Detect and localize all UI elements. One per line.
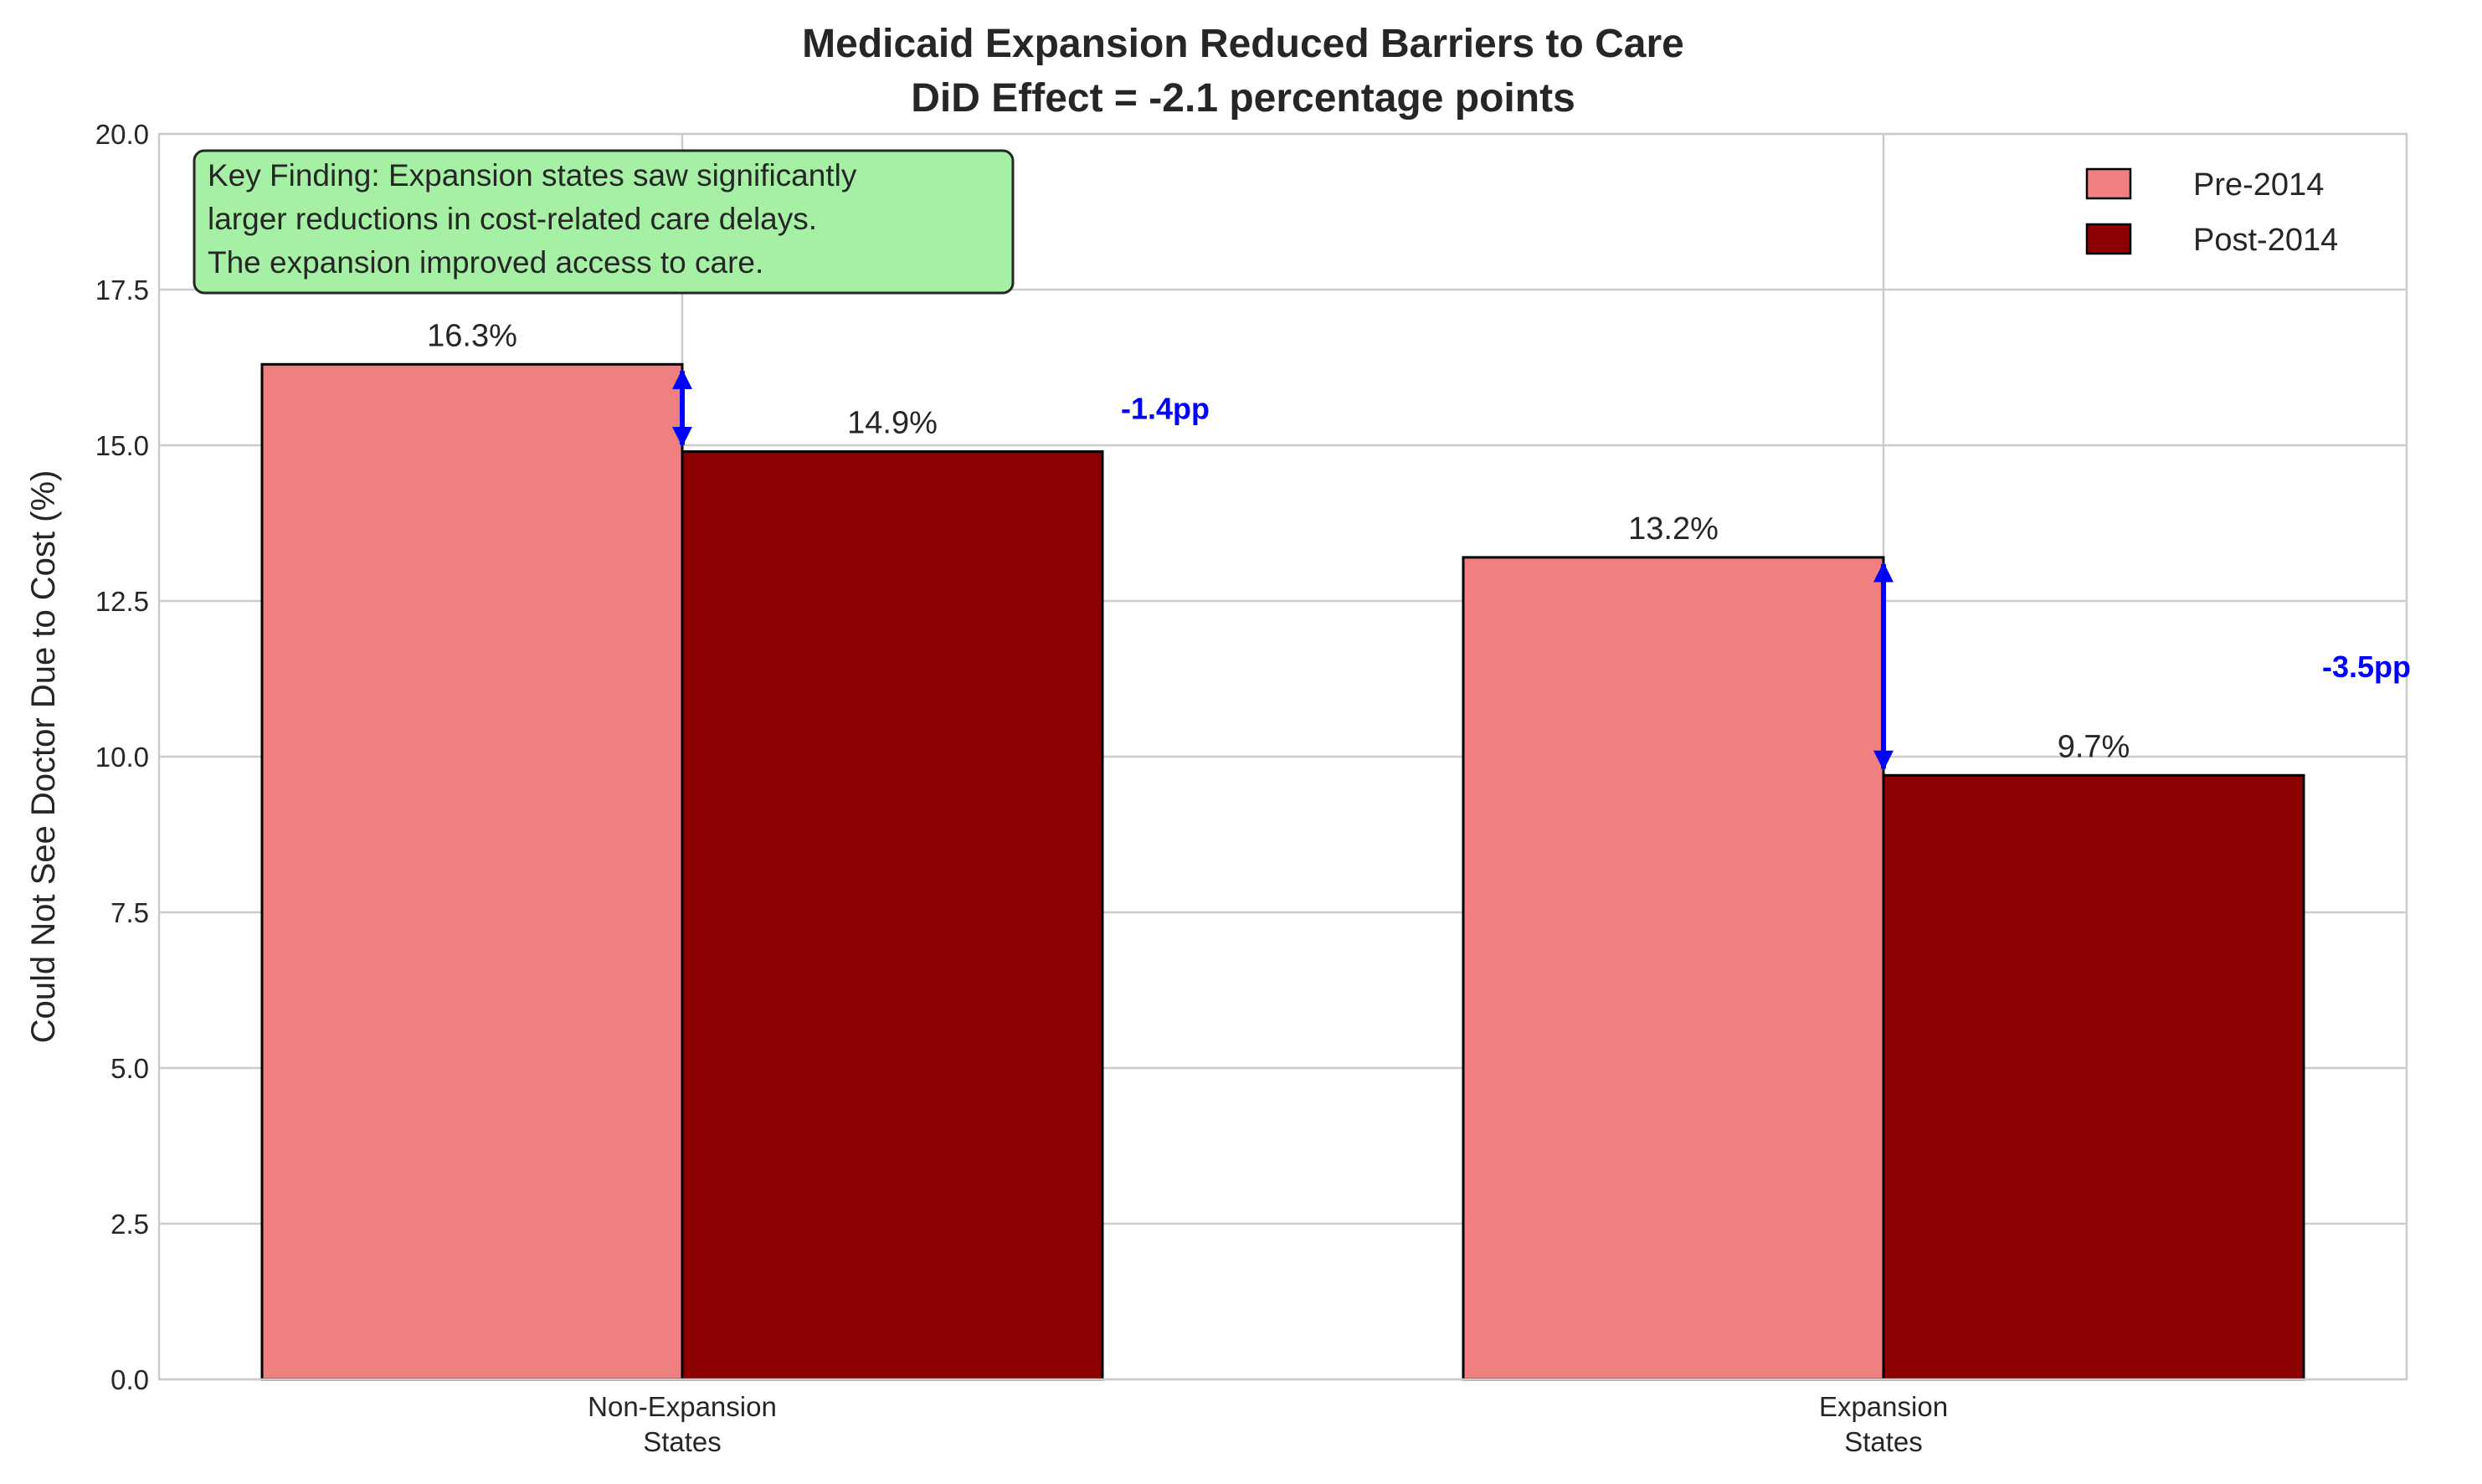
bar-value-label: 16.3% <box>427 318 517 353</box>
y-tick-label: 2.5 <box>110 1209 149 1240</box>
change-arrows <box>672 368 1894 771</box>
key-finding-annotation: Key Finding: Expansion states saw signif… <box>193 149 1015 295</box>
legend-label-post-2014: Post-2014 <box>2193 223 2338 258</box>
data-labels: 16.3% 13.2% 14.9% 9.7% -1.4pp -3.5pp <box>427 318 2411 764</box>
annotation-line-3: The expansion improved access to care. <box>208 245 763 280</box>
y-tick-label: 7.5 <box>110 897 149 928</box>
bar-value-label: 13.2% <box>1628 511 1719 547</box>
bar-value-label: 9.7% <box>2058 729 2130 764</box>
annotation-box <box>193 149 1015 295</box>
y-tick-label: 15.0 <box>95 430 149 461</box>
bar-value-label: 14.9% <box>847 405 938 440</box>
plot-frame <box>157 132 2408 1381</box>
x-tick-label: States <box>1844 1426 1923 1457</box>
bar-post-2014 <box>1882 773 2305 1381</box>
x-tick-label: States <box>643 1426 722 1457</box>
annotation-line-1: Key Finding: Expansion states saw signif… <box>208 158 857 193</box>
y-tick-label: 10.0 <box>95 742 149 773</box>
y-tick-label: 5.0 <box>110 1053 149 1084</box>
axis-ticks: 0.0 2.5 5.0 7.5 10.0 12.5 15.0 17.5 20.0 Non-Expa… <box>95 119 1948 1457</box>
legend: Pre-2014 Post-2014 <box>2085 167 2338 258</box>
x-tick-label: Expansion <box>1819 1391 1948 1422</box>
legend-swatch-pre-2014 <box>2085 167 2132 200</box>
change-label: -1.4pp <box>1121 391 1210 425</box>
y-axis-label: Could Not See Doctor Due to Cost (%) <box>25 470 62 1044</box>
change-label: -3.5pp <box>2322 650 2411 684</box>
chart-title-line-1: Medicaid Expansion Reduced Barriers to C… <box>802 22 1684 66</box>
chart-title-line-2: DiD Effect = -2.1 percentage points <box>911 76 1575 121</box>
legend-swatch-post-2014 <box>2085 223 2132 255</box>
x-tick-label: Non-Expansion <box>588 1391 777 1422</box>
annotation-line-2: larger reductions in cost-related care d… <box>208 202 817 236</box>
legend-label-pre-2014: Pre-2014 <box>2193 167 2324 203</box>
bar-pre-2014 <box>1462 556 1885 1381</box>
bar-pre-2014 <box>260 362 684 1381</box>
y-tick-label: 12.5 <box>95 586 149 617</box>
bar-post-2014 <box>681 449 1104 1381</box>
bar-series <box>260 362 2305 1381</box>
y-tick-label: 0.0 <box>110 1364 149 1395</box>
y-tick-label: 20.0 <box>95 119 149 150</box>
y-tick-label: 17.5 <box>95 275 149 306</box>
